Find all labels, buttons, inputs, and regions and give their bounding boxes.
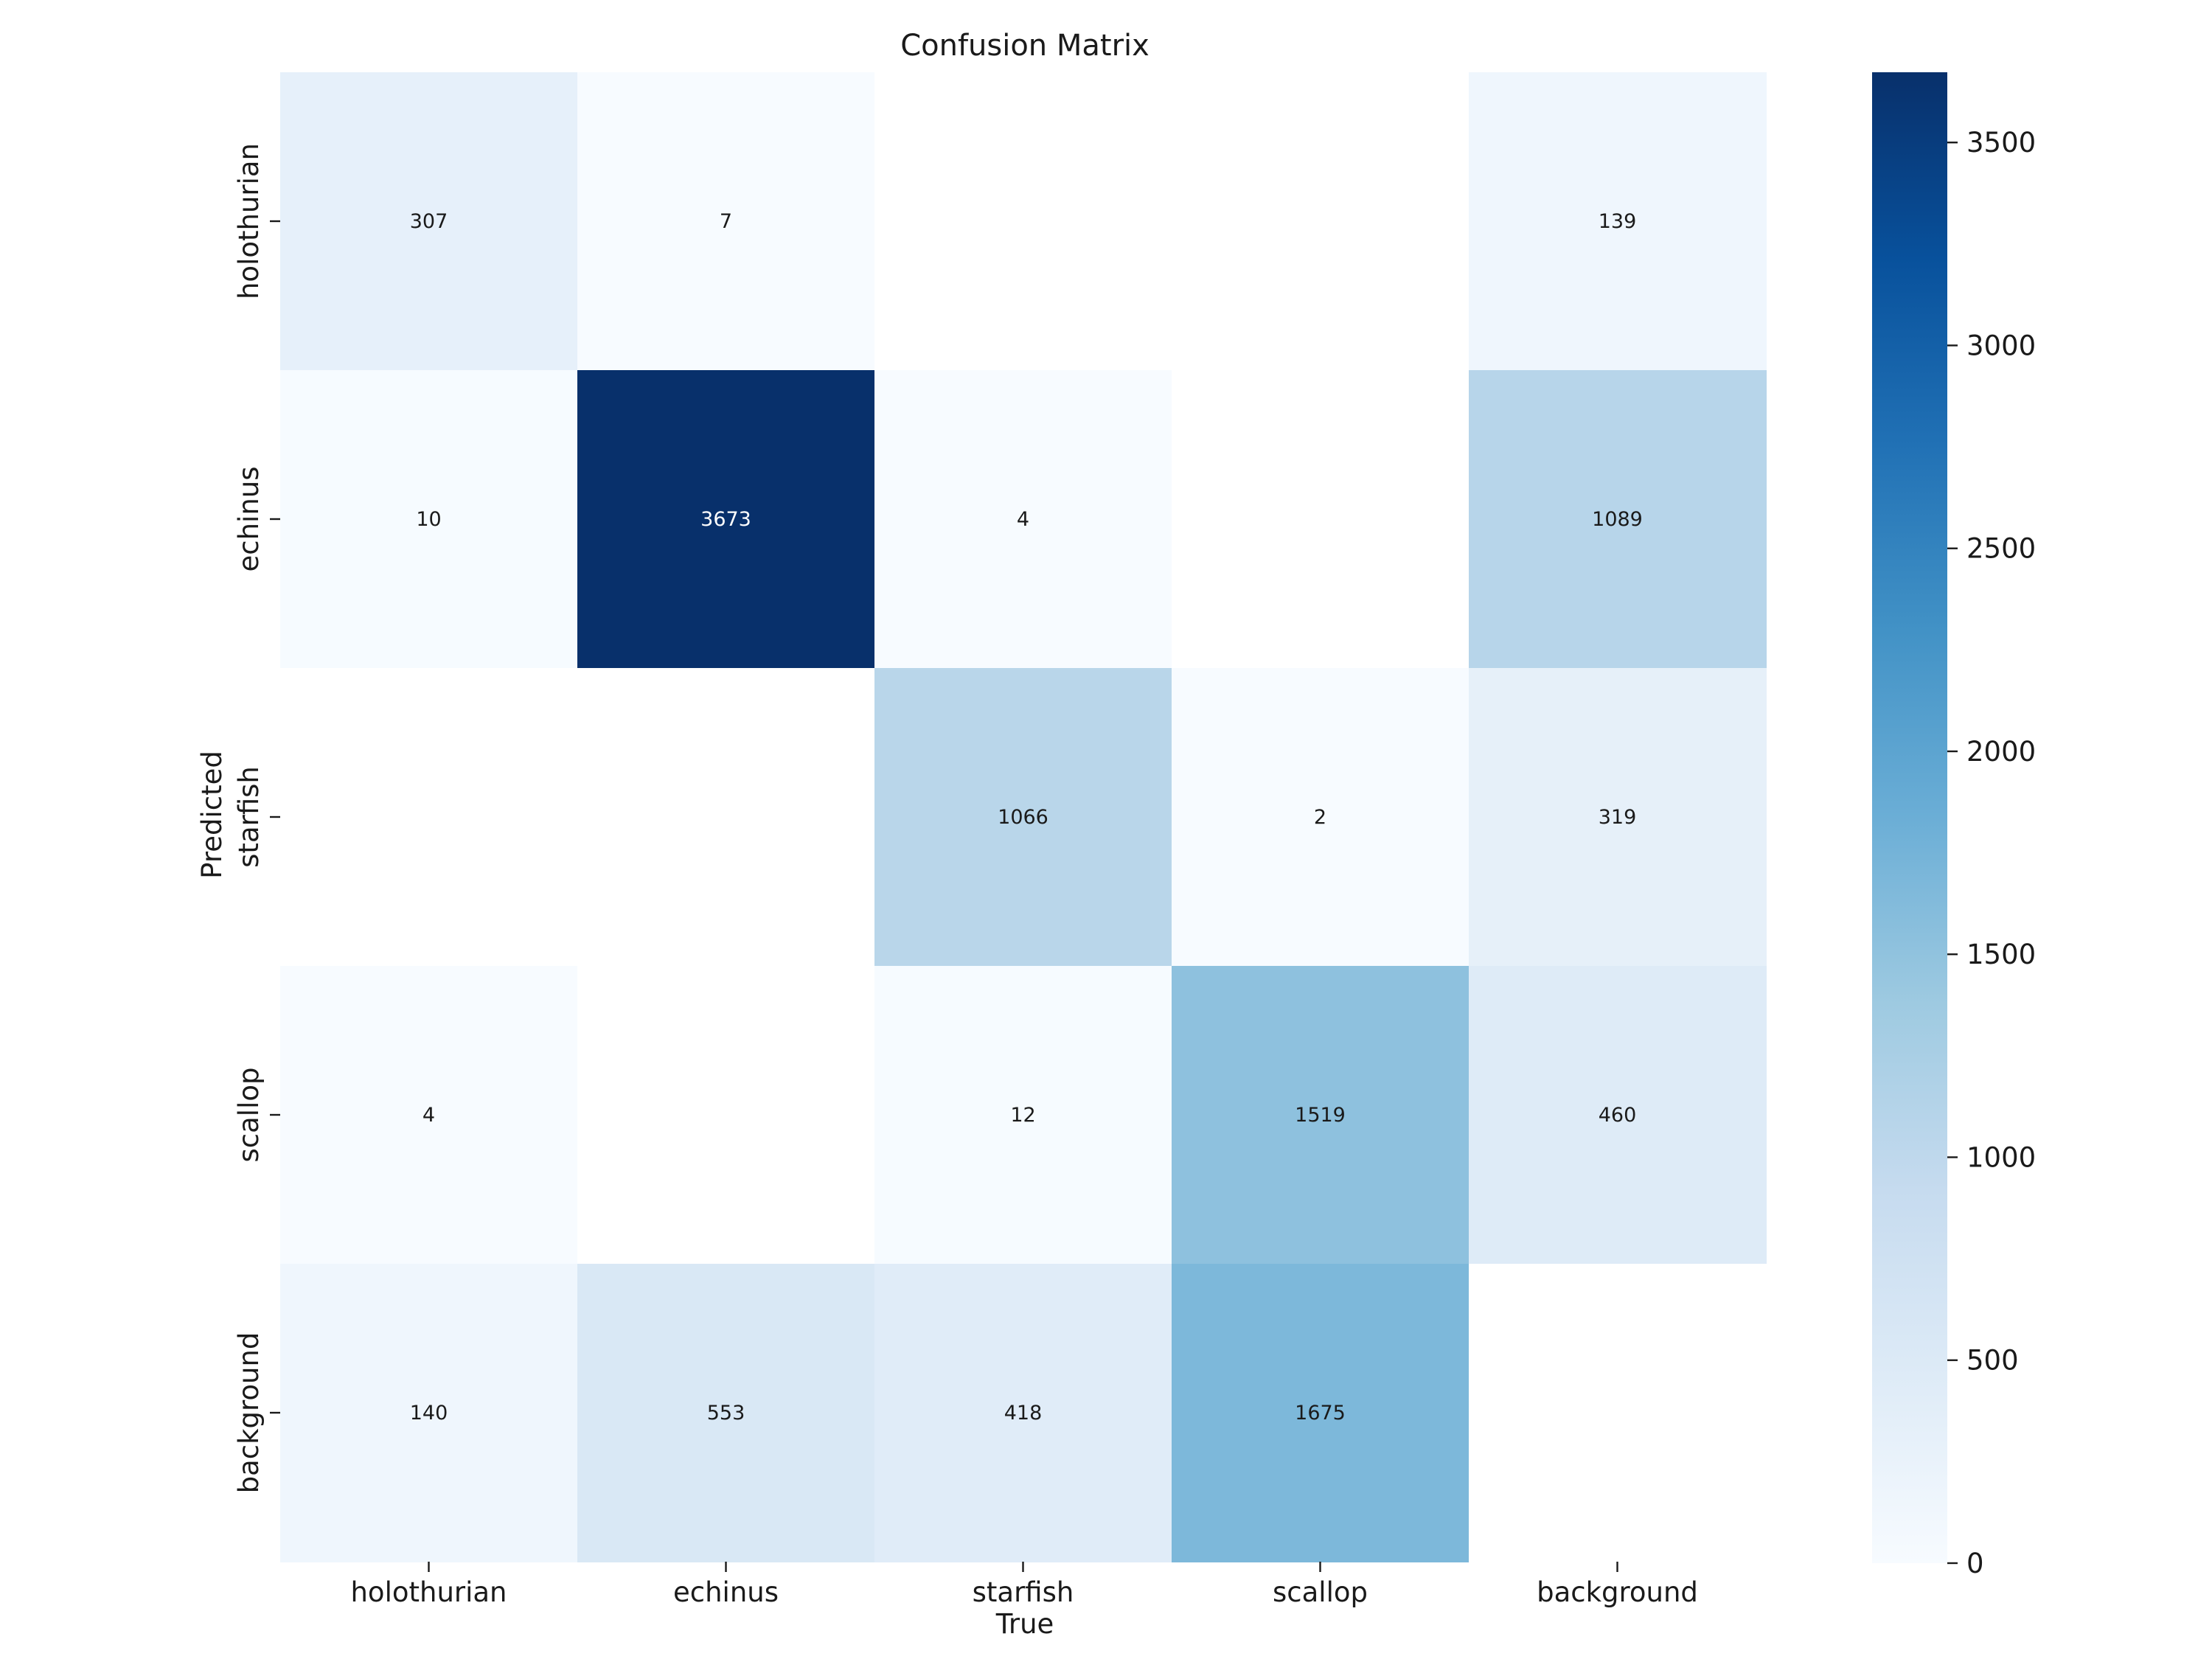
heatmap-cell [577, 668, 875, 967]
cell-value-label: 4 [1017, 508, 1029, 531]
cell-value-label: 7 [720, 210, 732, 233]
heatmap-cell [1172, 72, 1470, 371]
cell-value-label: 1066 [998, 806, 1048, 829]
heatmap-cell [874, 1264, 1172, 1562]
heatmap-cell [280, 1264, 578, 1562]
colorbar [1872, 72, 1947, 1563]
x-tick-label: echinus [673, 1576, 779, 1608]
cell-value-label: 3673 [700, 508, 751, 531]
cell-value-label: 1519 [1295, 1104, 1346, 1127]
y-tick-label: scallop [233, 1068, 265, 1163]
heatmap-cell [577, 966, 875, 1265]
x-axis-label: True [995, 1608, 1054, 1640]
x-tick-label: holothurian [350, 1576, 507, 1608]
x-tick-label: scallop [1273, 1576, 1368, 1608]
x-tick-label: starfish [973, 1576, 1074, 1608]
cell-value-label: 139 [1599, 210, 1637, 233]
cell-value-label: 319 [1599, 806, 1637, 829]
heatmap-cell [1469, 668, 1767, 967]
cell-value-label: 12 [1010, 1104, 1035, 1127]
heatmap-cell [1172, 966, 1470, 1265]
y-tick-label: background [233, 1332, 265, 1494]
colorbar-tick-label: 3000 [1966, 330, 2036, 361]
cell-value-label: 1675 [1295, 1402, 1346, 1425]
cell-value-label: 418 [1004, 1402, 1043, 1425]
heatmap-cell [577, 72, 875, 371]
chart-title: Confusion Matrix [900, 29, 1150, 63]
colorbar-tick-label: 1000 [1966, 1141, 2036, 1173]
y-axis-ticks: holothurian echinus starfish scallop backgro… [233, 143, 280, 1493]
heatmap-cell [874, 668, 1172, 967]
cell-value-label: 2 [1314, 806, 1326, 829]
cell-value-label: 553 [707, 1402, 745, 1425]
colorbar-tick-label: 2000 [1966, 736, 2036, 768]
y-tick-label: holothurian [233, 143, 265, 299]
cell-value-label: 140 [410, 1402, 448, 1425]
heatmap-cell [1172, 1264, 1470, 1562]
heatmap-cell [874, 370, 1172, 669]
heatmap-cell [874, 966, 1172, 1265]
colorbar-tick-label: 1500 [1966, 939, 2036, 970]
colorbar-tick-label: 2500 [1966, 533, 2036, 565]
y-axis-label: Predicted [196, 751, 228, 879]
heatmap-cell [577, 1264, 875, 1562]
x-tick-label: background [1537, 1576, 1698, 1608]
heatmap-cell [280, 370, 578, 669]
heatmap-cell [1469, 1264, 1767, 1562]
colorbar-ticks: 0 500 1000 1500 2000 2500 3000 3500 [1947, 127, 2036, 1579]
heatmap-cell [874, 72, 1172, 371]
heatmap-cell-labels: 307 7 139 10 3673 4 1089 1066 2 319 4 12 1519 460 140 5… [410, 210, 1643, 1425]
colorbar-tick-label: 0 [1966, 1548, 1984, 1579]
cell-value-label: 1089 [1592, 508, 1643, 531]
heatmap-cell [577, 370, 875, 669]
heatmap-cell [1172, 370, 1470, 669]
y-tick-label: starfish [233, 766, 265, 868]
y-tick-label: echinus [233, 466, 265, 571]
cell-value-label: 460 [1599, 1104, 1637, 1127]
heatmap-cell [1172, 668, 1470, 967]
colorbar-tick-label: 500 [1966, 1345, 2019, 1377]
heatmap-cell [280, 668, 578, 967]
x-axis-ticks: holothurian echinus starfish scallop backgro… [350, 1562, 1698, 1608]
cell-value-label: 4 [422, 1104, 435, 1127]
cell-value-label: 307 [410, 210, 448, 233]
heatmap-cell [1469, 370, 1767, 669]
heatmap-cell [1469, 966, 1767, 1265]
colorbar-tick-label: 3500 [1966, 127, 2036, 159]
heatmap-cell [280, 72, 578, 371]
cell-value-label: 10 [416, 508, 441, 531]
heatmap-cell [1469, 72, 1767, 371]
heatmap-cell [280, 966, 578, 1265]
heatmap-cells [280, 72, 1767, 1562]
